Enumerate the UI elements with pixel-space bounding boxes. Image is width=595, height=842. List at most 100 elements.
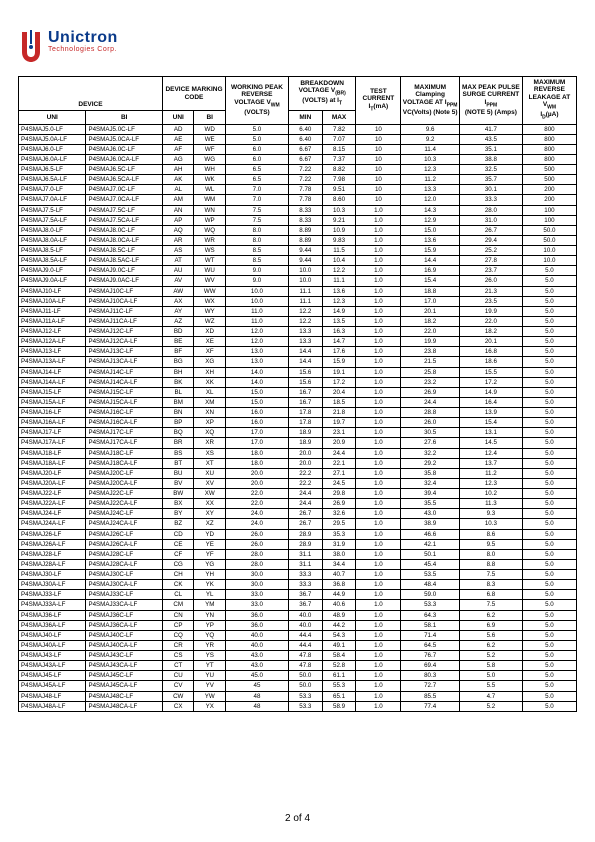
cell: 5.0 xyxy=(522,570,576,580)
cell: 12.2 xyxy=(288,316,322,326)
cell: P4SMAJ11-LF xyxy=(19,306,86,316)
cell: 17.0 xyxy=(225,438,288,448)
cell: P4SMAJ17A-LF xyxy=(19,438,86,448)
cell: 9.0 xyxy=(225,266,288,276)
cell: 1.0 xyxy=(356,529,401,539)
cell: 800 xyxy=(522,124,576,134)
table-row: P4SMAJ43-LFP4SMAJ43C-LFCSYS43.047.858.41… xyxy=(19,651,577,661)
table-row: P4SMAJ33A-LFP4SMAJ33CA-LFCMYM33.036.740.… xyxy=(19,600,577,610)
cell: 13.3 xyxy=(401,185,459,195)
cell: CM xyxy=(162,600,193,610)
cell: 22.2 xyxy=(288,478,322,488)
cell: 100 xyxy=(522,215,576,225)
cell: 1.0 xyxy=(356,600,401,610)
cell: 13.3 xyxy=(288,337,322,347)
cell: XY xyxy=(194,509,225,519)
cell: P4SMAJ8.5AC-LF xyxy=(86,256,163,266)
cell: P4SMAJ7.5A-LF xyxy=(19,215,86,225)
cell: P4SMAJ28-LF xyxy=(19,549,86,559)
cell: 800 xyxy=(522,154,576,164)
cell: P4SMAJ7.5CA-LF xyxy=(86,215,163,225)
cell: 80.3 xyxy=(401,671,459,681)
cell: 24.5 xyxy=(322,478,356,488)
cell: 5.0 xyxy=(522,468,576,478)
cell: BH xyxy=(162,367,193,377)
cell: 5.0 xyxy=(522,651,576,661)
cell: 19.9 xyxy=(401,337,459,347)
cell: 25.8 xyxy=(401,367,459,377)
cell: WS xyxy=(194,246,225,256)
cell: WX xyxy=(194,296,225,306)
cell: 10.0 xyxy=(288,276,322,286)
cell: WW xyxy=(194,286,225,296)
cell: 50.0 xyxy=(522,235,576,245)
cell: AW xyxy=(162,286,193,296)
cell: P4SMAJ10-LF xyxy=(19,286,86,296)
cell: P4SMAJ43CA-LF xyxy=(86,661,163,671)
cell: AZ xyxy=(162,316,193,326)
cell: 10.0 xyxy=(522,246,576,256)
cell: CU xyxy=(162,671,193,681)
cell: 9.2 xyxy=(401,134,459,144)
cell: 10 xyxy=(356,195,401,205)
cell: P4SMAJ43-LF xyxy=(19,651,86,661)
page-footer: 2 of 4 xyxy=(0,813,595,824)
cell: 31.1 xyxy=(288,549,322,559)
cell: 26.0 xyxy=(459,276,522,286)
table-row: P4SMAJ10-LFP4SMAJ10C-LFAWWW10.011.113.61… xyxy=(19,286,577,296)
cell: 13.7 xyxy=(459,458,522,468)
cell: BD xyxy=(162,327,193,337)
cell: XU xyxy=(194,468,225,478)
cell: 800 xyxy=(522,144,576,154)
cell: 18.0 xyxy=(225,448,288,458)
cell: P4SMAJ6.0C-LF xyxy=(86,144,163,154)
cell: XK xyxy=(194,377,225,387)
hdr-bi1: BI xyxy=(86,111,163,124)
cell: 26.9 xyxy=(401,387,459,397)
cell: 19.7 xyxy=(322,418,356,428)
cell: 1.0 xyxy=(356,489,401,499)
cell: 5.0 xyxy=(522,549,576,559)
cell: 1.0 xyxy=(356,296,401,306)
cell: 12.0 xyxy=(225,337,288,347)
cell: 20.4 xyxy=(322,387,356,397)
cell: 14.7 xyxy=(322,337,356,347)
cell: 5.0 xyxy=(522,610,576,620)
cell: 15.6 xyxy=(288,367,322,377)
cell: 10.0 xyxy=(225,296,288,306)
cell: 48 xyxy=(225,691,288,701)
table-row: P4SMAJ28A-LFP4SMAJ28CA-LFCGYG28.031.134.… xyxy=(19,559,577,569)
cell: 5.0 xyxy=(522,418,576,428)
cell: 6.9 xyxy=(459,620,522,630)
cell: P4SMAJ9.0A-LF xyxy=(19,276,86,286)
cell: 1.0 xyxy=(356,499,401,509)
cell: P4SMAJ20CA-LF xyxy=(86,478,163,488)
cell: 6.8 xyxy=(459,590,522,600)
cell: 27.6 xyxy=(401,438,459,448)
cell: YQ xyxy=(194,630,225,640)
cell: 71.4 xyxy=(401,630,459,640)
cell: 800 xyxy=(522,134,576,144)
cell: AE xyxy=(162,134,193,144)
cell: 5.0 xyxy=(522,539,576,549)
cell: 21.8 xyxy=(322,408,356,418)
cell: 43.0 xyxy=(225,651,288,661)
cell: P4SMAJ15CA-LF xyxy=(86,397,163,407)
cell: 6.40 xyxy=(288,134,322,144)
cell: 12.3 xyxy=(401,165,459,175)
cell: 8.89 xyxy=(288,235,322,245)
cell: P4SMAJ13-LF xyxy=(19,347,86,357)
cell: 5.0 xyxy=(522,306,576,316)
cell: AU xyxy=(162,266,193,276)
cell: CS xyxy=(162,651,193,661)
hdr-test: TEST CURRENT IT(mA) xyxy=(356,77,401,125)
cell: 44.2 xyxy=(322,620,356,630)
cell: 50.0 xyxy=(288,671,322,681)
cell: P4SMAJ36CA-LF xyxy=(86,620,163,630)
cell: P4SMAJ17-LF xyxy=(19,428,86,438)
table-row: P4SMAJ14A-LFP4SMAJ14CA-LFBKXK14.015.617.… xyxy=(19,377,577,387)
cell: 8.3 xyxy=(459,580,522,590)
cell: 22.0 xyxy=(225,499,288,509)
cell: 1.0 xyxy=(356,316,401,326)
cell: P4SMAJ40CA-LF xyxy=(86,640,163,650)
